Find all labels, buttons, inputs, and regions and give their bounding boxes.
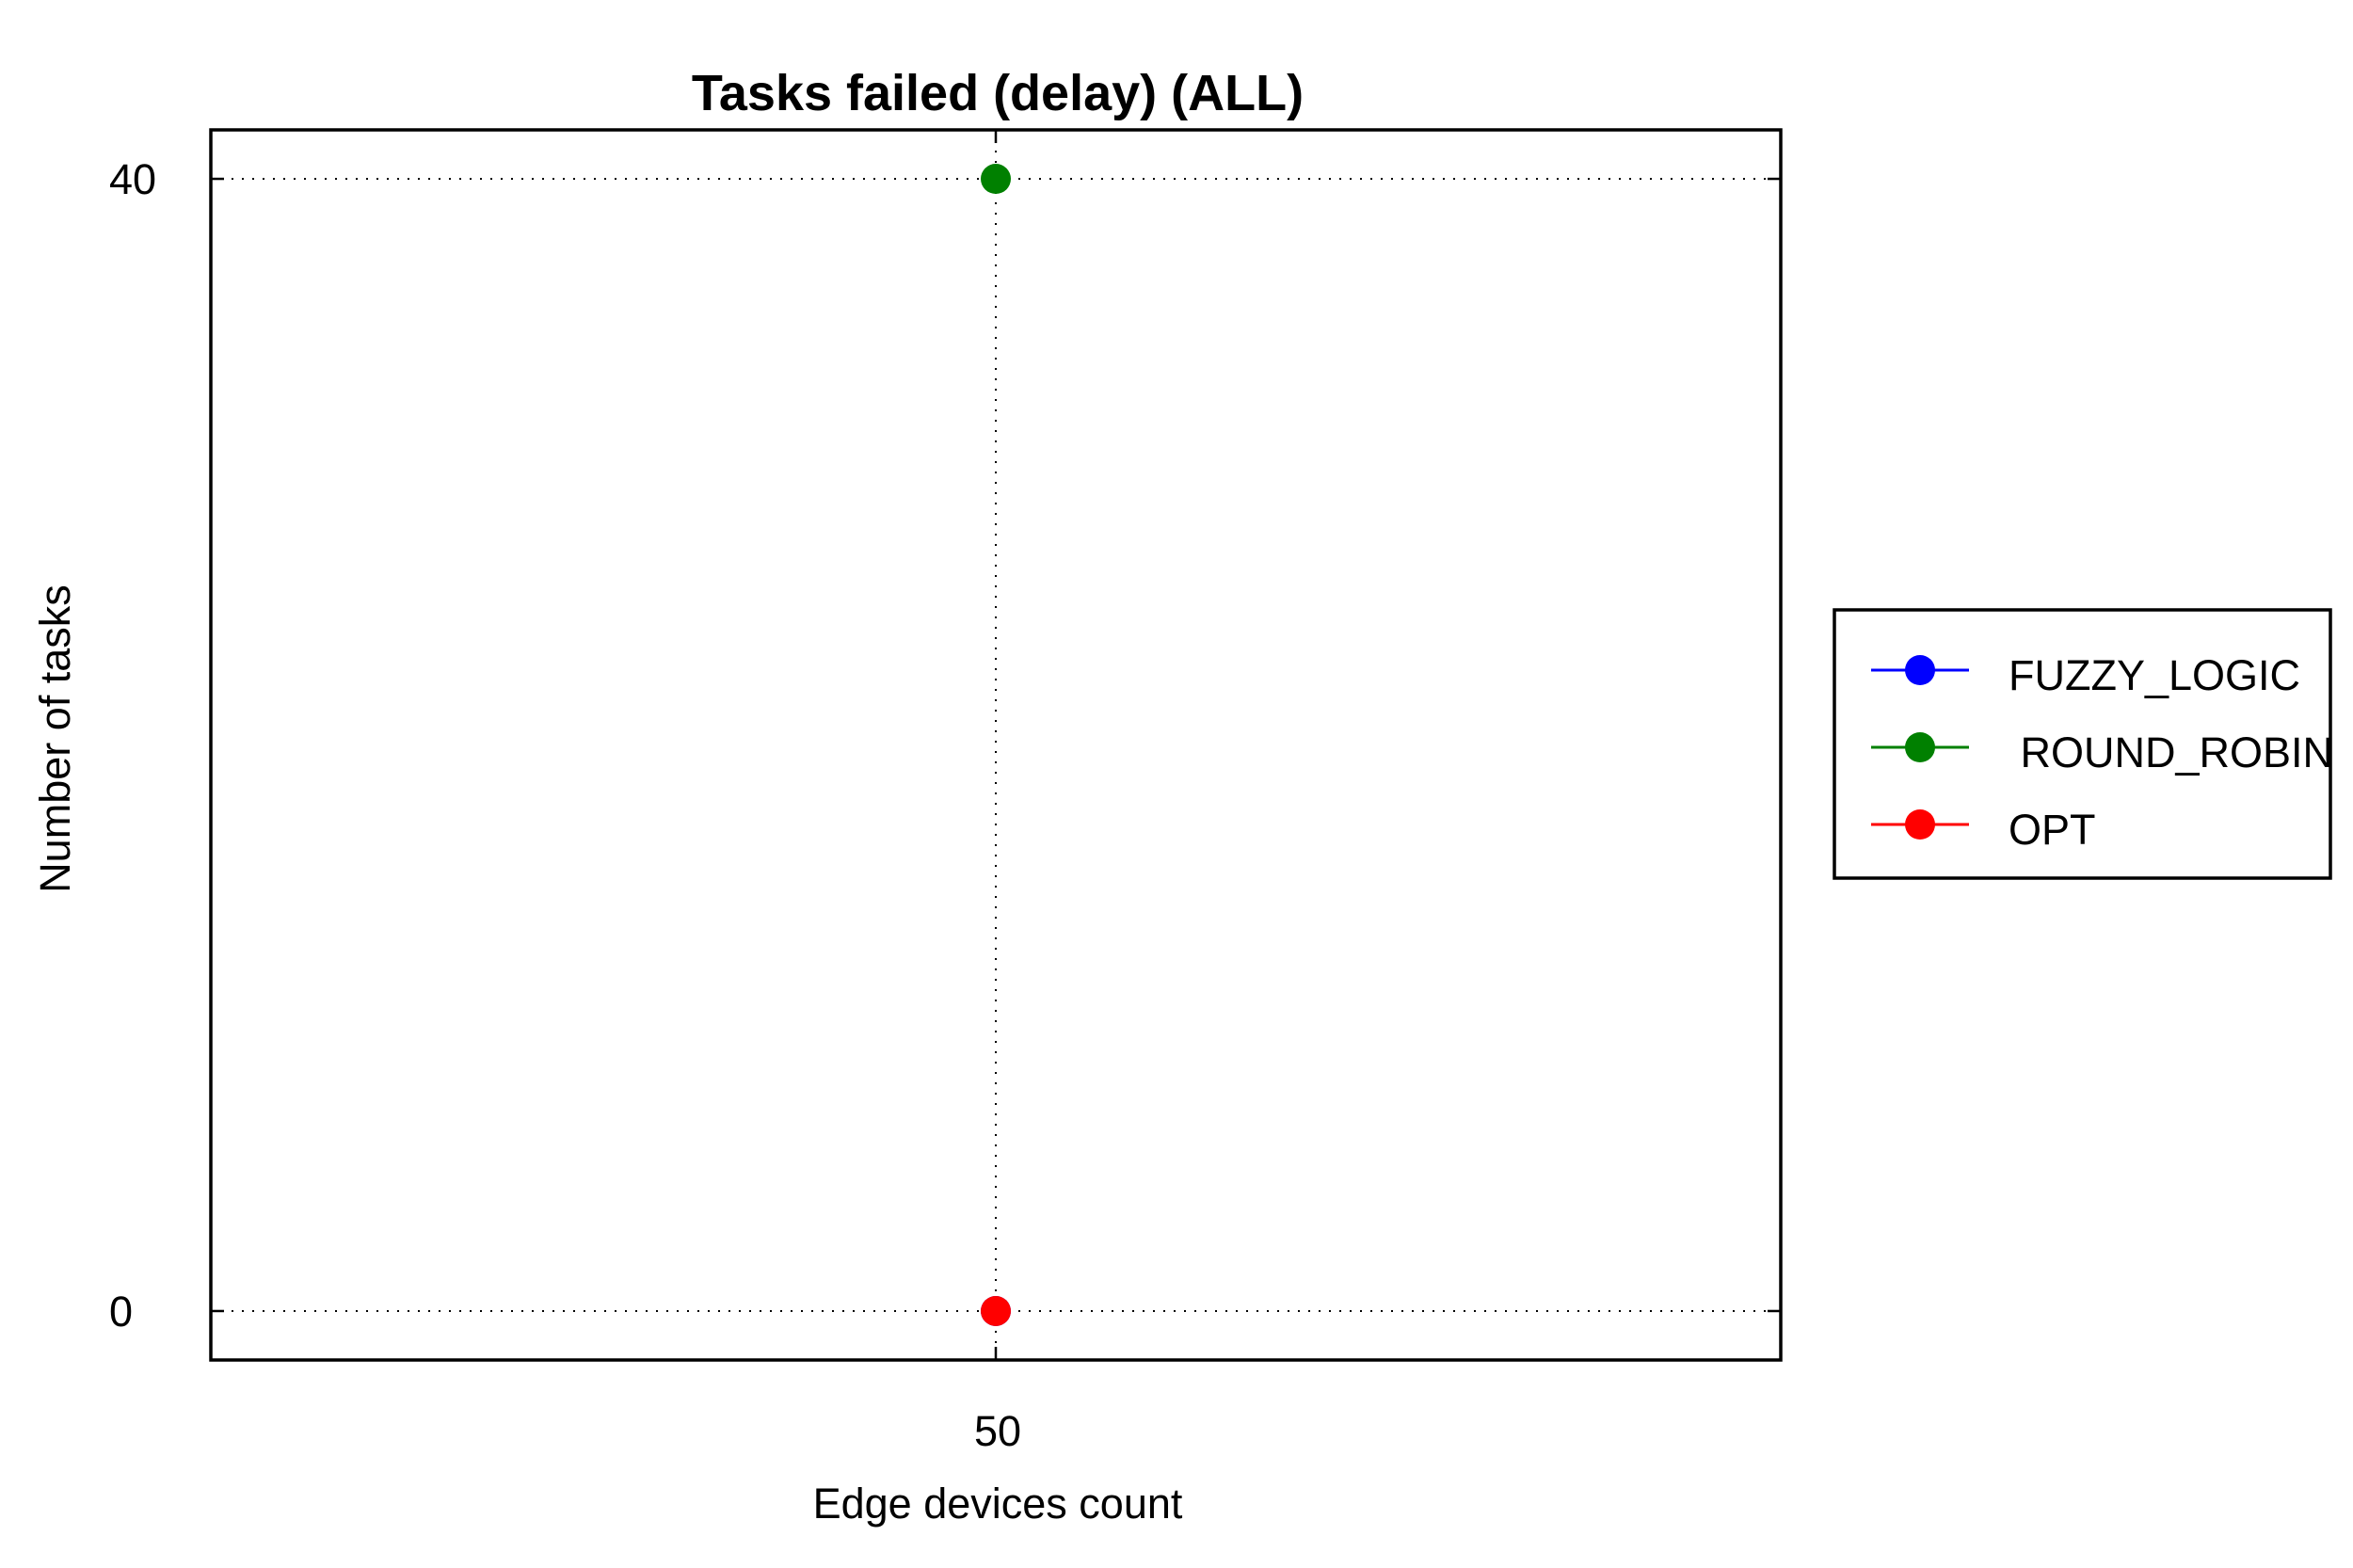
x-axis-label: Edge devices count <box>813 1480 1183 1528</box>
x-tick-label: 50 <box>974 1407 1021 1455</box>
plot-frame <box>209 128 1783 1362</box>
legend-marker-opt <box>1905 809 1935 840</box>
y-axis-label: Number of tasks <box>31 584 79 893</box>
legend-label-round-robin: ROUND_ROBIN <box>2009 728 2333 776</box>
y-tick-label: 40 <box>109 155 156 203</box>
grid-lines <box>211 130 1781 1360</box>
data-point-round-robin <box>981 164 1011 195</box>
legend-label-opt: OPT <box>2009 806 2096 854</box>
legend-marker-fuzzy-logic <box>1905 655 1935 685</box>
legend-items: FUZZY_LOGIC ROUND_ROBIN OPT <box>1871 651 2333 854</box>
legend-marker-round-robin <box>1905 732 1935 762</box>
legend-label-fuzzy-logic: FUZZY_LOGIC <box>2009 651 2300 699</box>
series-layer <box>981 164 1011 1326</box>
ticks: 0 40 50 <box>109 130 1781 1455</box>
data-point-opt <box>981 1295 1011 1326</box>
legend: FUZZY_LOGIC ROUND_ROBIN OPT <box>1833 608 2333 880</box>
y-tick-label: 0 <box>109 1288 133 1336</box>
chart-title: Tasks failed (delay) (ALL) <box>692 65 1304 121</box>
